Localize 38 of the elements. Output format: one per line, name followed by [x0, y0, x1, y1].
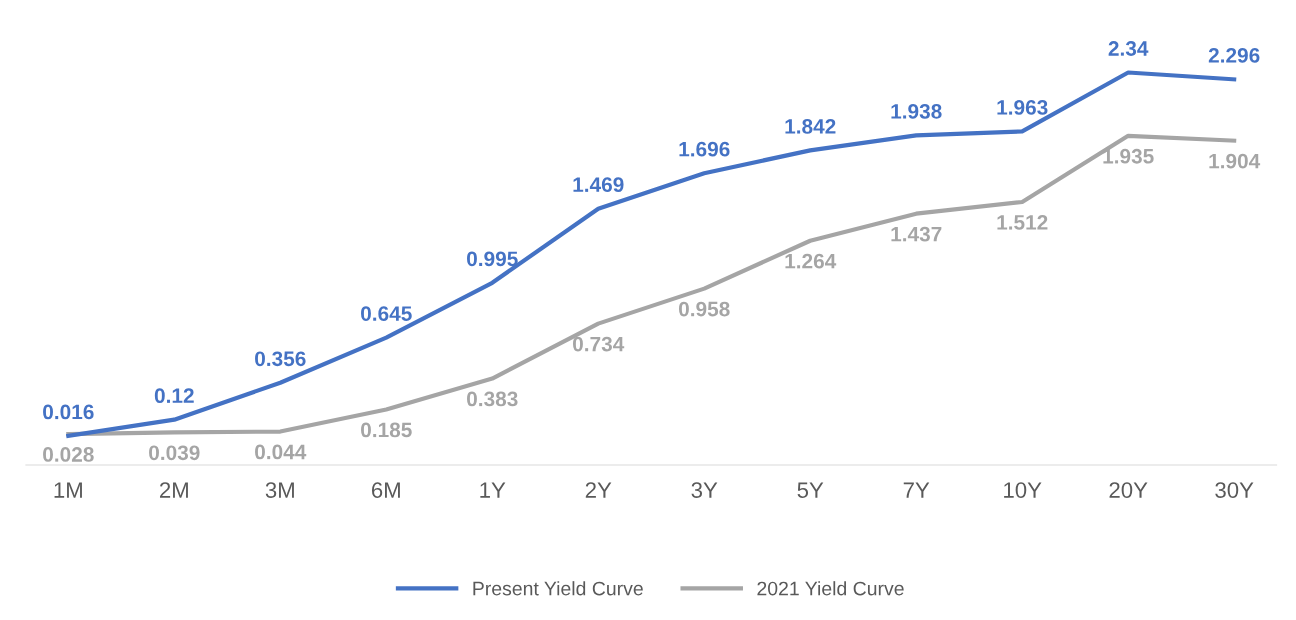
- data-label: 1.512: [997, 215, 1048, 230]
- data-label: 0.016: [43, 404, 94, 420]
- x-tick-label: 2Y: [585, 482, 612, 498]
- data-label: 1.963: [997, 100, 1048, 115]
- data-label: 0.039: [149, 445, 200, 461]
- x-tick-label: 5Y: [797, 482, 824, 498]
- data-label: 2.34: [1108, 41, 1149, 56]
- data-label: 1.437: [891, 226, 942, 242]
- legend-label: Present Yield Curve: [473, 581, 643, 596]
- data-label: 1.469: [573, 177, 624, 193]
- data-label: 0.028: [43, 447, 94, 462]
- data-label: 0.734: [573, 336, 625, 352]
- data-label: 1.935: [1103, 148, 1154, 164]
- data-label: 0.12: [154, 388, 194, 404]
- legend-label: 2021 Yield Curve: [757, 581, 904, 596]
- data-label: 0.044: [255, 444, 307, 460]
- x-tick-label: 2M: [159, 482, 188, 498]
- data-label: 1.938: [891, 103, 942, 119]
- data-label: 0.958: [678, 301, 730, 317]
- data-label: 2.296: [1208, 47, 1260, 63]
- data-label: 1.696: [679, 141, 730, 157]
- data-label: 0.645: [361, 306, 412, 321]
- x-tick-label: 30Y: [1215, 482, 1254, 498]
- data-label: 0.185: [361, 422, 412, 438]
- x-tick-label: 1Y: [480, 482, 506, 498]
- data-label: 0.356: [255, 351, 306, 367]
- x-tick-label: 7Y: [903, 482, 930, 498]
- x-tick-label: 3Y: [691, 482, 718, 498]
- x-tick-label: 6M: [371, 482, 400, 498]
- data-label: 1.264: [785, 253, 837, 269]
- data-label: 1.842: [785, 118, 836, 134]
- x-tick-label: 20Y: [1109, 482, 1148, 498]
- x-tick-label: 1M: [54, 482, 82, 498]
- x-tick-label: 3M: [265, 482, 294, 498]
- data-label: 0.383: [467, 391, 518, 407]
- data-label: 0.995: [467, 251, 518, 267]
- data-label: 1.904: [1209, 153, 1261, 169]
- x-tick-label: 10Y: [1004, 482, 1042, 498]
